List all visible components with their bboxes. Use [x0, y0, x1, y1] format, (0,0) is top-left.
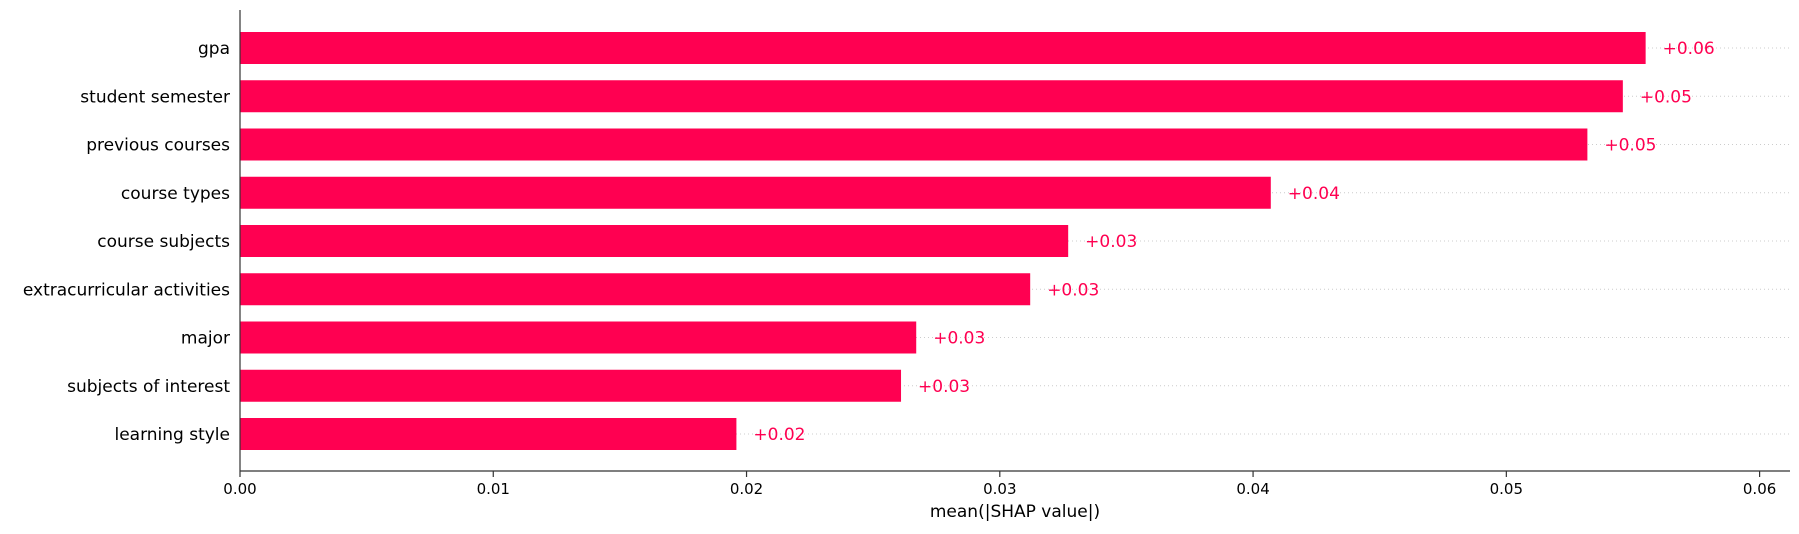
x-axis-title: mean(|SHAP value|): [930, 502, 1100, 522]
category-label: student semester: [80, 87, 230, 107]
bar-value-label: +0.03: [918, 377, 970, 397]
bar: [240, 80, 1623, 113]
x-tick-label: 0.05: [1490, 480, 1523, 498]
bar-value-label: +0.04: [1288, 184, 1340, 204]
category-label: extracurricular activities: [23, 280, 230, 300]
bar-value-label: +0.03: [1047, 280, 1099, 300]
x-tick-label: 0.00: [223, 480, 256, 498]
bar-value-label: +0.05: [1640, 87, 1692, 107]
category-label: learning style: [114, 425, 230, 445]
bar-value-label: +0.02: [753, 425, 805, 445]
bar-value-label: +0.06: [1663, 39, 1715, 59]
bar: [240, 273, 1031, 306]
bars-layer: [240, 32, 1646, 450]
bar: [240, 369, 902, 402]
bar: [240, 418, 737, 450]
category-label: gpa: [198, 39, 230, 59]
category-label: major: [181, 329, 230, 349]
x-tick-label: 0.04: [1236, 480, 1269, 498]
bar-value-label: +0.03: [1085, 232, 1137, 252]
bar: [240, 128, 1588, 161]
bar: [240, 176, 1271, 209]
category-label: course subjects: [97, 232, 230, 252]
labels-layer: +0.06 gpa +0.05 student semester +0.05 previo…: [23, 39, 1715, 445]
axes-layer: 0.00 0.01 0.02 0.03 0.04 0.05 0.06: [223, 10, 1790, 498]
x-tick-label: 0.06: [1743, 480, 1776, 498]
x-tick-label: 0.03: [983, 480, 1016, 498]
bar: [240, 32, 1646, 64]
category-label: previous courses: [86, 136, 230, 156]
bar-value-label: +0.05: [1604, 136, 1656, 156]
x-tick-label: 0.01: [477, 480, 510, 498]
bar: [240, 321, 917, 354]
bar: [240, 225, 1069, 257]
category-label: subjects of interest: [67, 377, 230, 397]
bar-value-label: +0.03: [933, 329, 985, 349]
x-tick-label: 0.02: [730, 480, 763, 498]
category-label: course types: [121, 184, 230, 204]
